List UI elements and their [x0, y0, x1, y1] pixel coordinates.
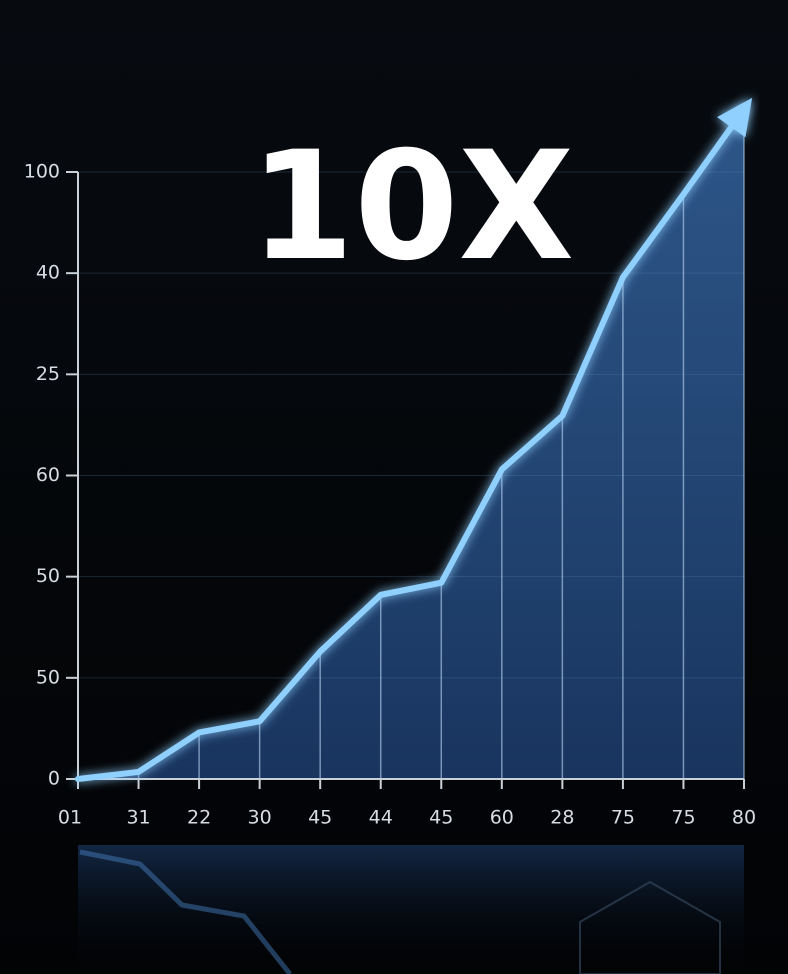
- y-tick-label: 25: [36, 363, 60, 385]
- y-tick-label: 100: [24, 161, 60, 183]
- x-tick-label: 75: [611, 807, 635, 829]
- plot-area: 0 50 50 60 25 40 100 01 31 22 30 45 44 45 60 28 75 75 80: [24, 97, 756, 829]
- y-tick-label: 40: [36, 262, 60, 284]
- y-tick-label: 0: [48, 768, 60, 790]
- y-tick-label: 50: [36, 666, 60, 688]
- y-tick-label: 60: [36, 464, 60, 486]
- x-tick-label: 22: [187, 807, 211, 829]
- x-tick-label: 60: [490, 807, 514, 829]
- y-tick-label: 50: [36, 565, 60, 587]
- x-tick-label: 45: [308, 807, 332, 829]
- x-tick-label: 28: [550, 807, 574, 829]
- x-tick-label: 31: [126, 807, 150, 829]
- hex-decoration: [579, 880, 721, 974]
- arrow-head: [717, 97, 753, 138]
- reflection: [78, 845, 744, 974]
- reflection-line: [79, 849, 292, 974]
- area: [78, 109, 744, 779]
- x-tick-label: 45: [429, 807, 453, 829]
- x-tick-label: 01: [58, 807, 82, 829]
- line: [75, 106, 747, 782]
- x-tick-label: 44: [369, 807, 393, 829]
- x-tick-label: 75: [671, 807, 695, 829]
- x-tick-label: 30: [248, 807, 272, 829]
- chart-title: 10X: [250, 120, 574, 294]
- x-tick-label: 80: [732, 807, 756, 829]
